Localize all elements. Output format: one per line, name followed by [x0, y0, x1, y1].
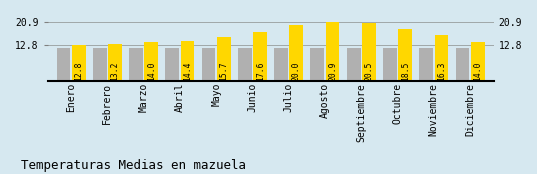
Text: 16.3: 16.3	[437, 61, 446, 81]
Bar	[93, 48, 107, 81]
Bar	[383, 48, 397, 81]
Text: 14.4: 14.4	[183, 61, 192, 81]
Bar	[289, 25, 303, 81]
Text: 12.8: 12.8	[74, 61, 83, 81]
Bar	[253, 32, 267, 81]
Bar	[434, 35, 448, 81]
Bar	[180, 41, 194, 81]
Bar	[310, 48, 324, 81]
Bar	[202, 48, 215, 81]
Text: 20.9: 20.9	[328, 61, 337, 81]
Text: 14.0: 14.0	[147, 61, 156, 81]
Bar	[362, 23, 376, 81]
Bar	[238, 48, 252, 81]
Text: 15.7: 15.7	[219, 61, 228, 81]
Text: 18.5: 18.5	[401, 61, 410, 81]
Bar	[471, 42, 484, 81]
Text: Temperaturas Medias en mazuela: Temperaturas Medias en mazuela	[21, 159, 246, 172]
Bar	[129, 48, 143, 81]
Bar	[347, 48, 360, 81]
Bar	[56, 48, 70, 81]
Bar	[108, 44, 122, 81]
Text: 14.0: 14.0	[473, 61, 482, 81]
Bar	[398, 29, 412, 81]
Bar	[326, 22, 339, 81]
Text: 13.2: 13.2	[111, 61, 120, 81]
Bar	[165, 48, 179, 81]
Bar	[455, 48, 469, 81]
Bar	[419, 48, 433, 81]
Text: 17.6: 17.6	[256, 61, 265, 81]
Text: 20.0: 20.0	[292, 61, 301, 81]
Bar	[274, 48, 288, 81]
Bar	[217, 37, 231, 81]
Text: 20.5: 20.5	[365, 61, 373, 81]
Bar	[72, 45, 85, 81]
Bar	[144, 42, 158, 81]
